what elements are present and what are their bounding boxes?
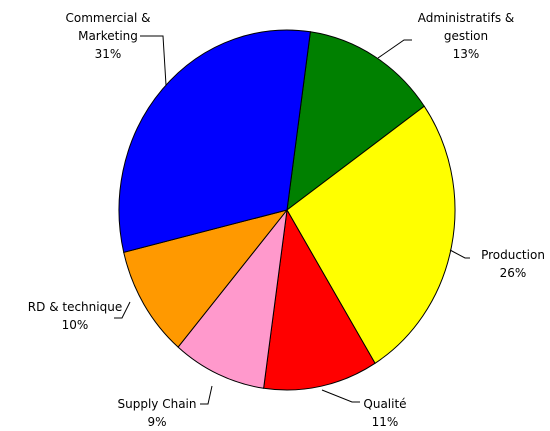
slice-label: Production 26%	[463, 246, 550, 282]
leader-line	[140, 35, 167, 86]
slice-label: Commercial & Marketing 31%	[63, 9, 153, 63]
value-label: 26%	[499, 266, 527, 280]
category-label: Administratifs & gestion	[417, 11, 515, 43]
leader-line	[377, 39, 412, 59]
category-label: RD & technique	[27, 300, 123, 314]
leader-line	[449, 249, 470, 259]
value-label: 31%	[94, 47, 122, 61]
slice-label: RD & technique 10%	[20, 298, 130, 334]
leader-line	[200, 385, 213, 405]
pie-slice	[263, 208, 376, 391]
pie-slice	[123, 209, 289, 348]
pie-slice	[177, 208, 288, 389]
pie-slice	[286, 31, 425, 212]
slice-label: Supply Chain 9%	[107, 395, 207, 431]
value-label: 9%	[147, 415, 167, 429]
category-label: Commercial & Marketing	[65, 11, 151, 43]
category-label: Qualité	[363, 397, 407, 411]
slice-label: Administratifs & gestion 13%	[409, 9, 524, 63]
pie-slice	[286, 105, 456, 365]
value-label: 10%	[61, 318, 89, 332]
category-label: Production	[481, 248, 545, 262]
slice-label: Qualité 11%	[345, 395, 425, 431]
pie-slice	[118, 29, 311, 253]
leader-line	[114, 301, 131, 319]
category-label: Supply Chain	[117, 397, 197, 411]
value-label: 13%	[452, 47, 480, 61]
value-label: 11%	[371, 415, 399, 429]
leader-line	[321, 389, 360, 403]
